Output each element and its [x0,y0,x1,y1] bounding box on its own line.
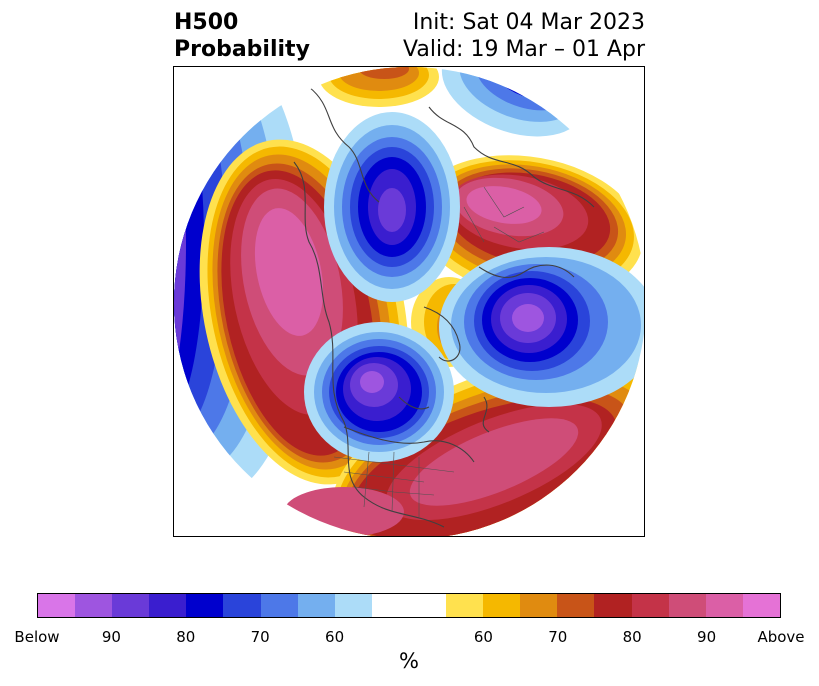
title-type: Probability [174,37,310,62]
colorbar-tick-label: 60 [473,628,493,646]
colorbar-segment [223,594,261,617]
colorbar-segment [149,594,187,617]
colorbar-segment [186,594,224,617]
title-right: Init: Sat 04 Mar 2023 Valid: 19 Mar – 01… [403,9,645,63]
colorbar-segment [631,594,669,617]
colorbar-segment [742,594,780,617]
colorbar-segment [446,594,484,617]
init-date: Init: Sat 04 Mar 2023 [412,10,645,35]
colorbar-segment [297,594,335,617]
colorbar-segment [260,594,298,617]
probability-map [174,67,644,536]
colorbar-segment [75,594,113,617]
title-variable: H500 [174,10,239,35]
colorbar-segment [668,594,706,617]
colorbar-tick-label: Below [14,628,60,646]
positive-anomaly-arctic [319,67,439,107]
coastlines [293,86,644,528]
colorbar-segment [408,594,447,617]
colorbar-segment [520,594,558,617]
colorbar-segment [38,594,76,617]
title-left: H500 Probability [174,9,310,63]
colorbar-tick-label: 80 [622,628,642,646]
colorbar-tick-label: 70 [250,628,270,646]
colorbar-tick-label: 70 [548,628,568,646]
colorbar-segment [557,594,595,617]
colorbar-tick-label: 90 [697,628,717,646]
colorbar-tick-label: 80 [176,628,196,646]
colorbar-tick-label: Above [757,628,805,646]
colorbar-segment [594,594,632,617]
state-borders [333,186,545,517]
negative-anomaly-north-trough [324,112,460,302]
colorbar-segment [371,594,409,617]
colorbar-tick-label: 60 [325,628,345,646]
colorbar-segment [483,594,521,617]
colorbar-unit: % [399,649,419,673]
valid-range: Valid: 19 Mar – 01 Apr [403,37,645,62]
colorbar-segment [112,594,150,617]
colorbar [37,593,781,618]
negative-anomaly-east-trough [439,247,644,407]
colorbar-segment [334,594,372,617]
colorbar-tick-label: 90 [101,628,121,646]
map-panel [173,66,645,537]
colorbar-segment [705,594,743,617]
negative-anomaly-south-trough [304,322,454,462]
